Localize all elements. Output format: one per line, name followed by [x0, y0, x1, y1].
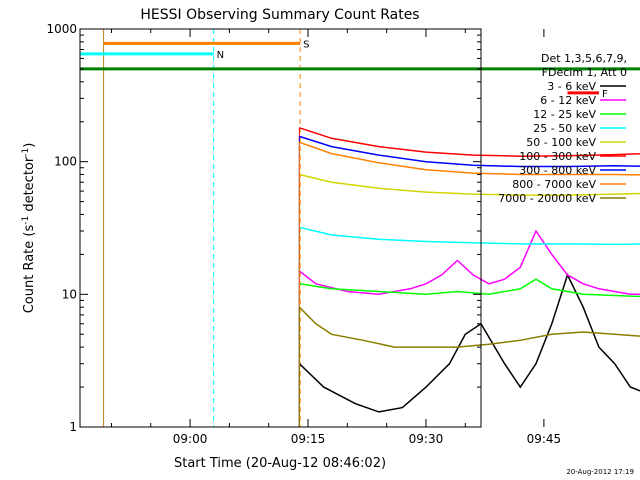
legend-label-100-300-kev: 100 - 300 keV	[519, 150, 596, 163]
x-axis-label: Start Time (20-Aug-12 08:46:02)	[174, 456, 386, 471]
y-axis-label: Count Rate (s-1 detector-1)	[21, 143, 37, 314]
series-line-25-50-kev	[299, 226, 640, 246]
flag-label-f-3: F	[602, 89, 608, 100]
legend-header-line-2: FDecim 1, Att 0	[542, 66, 627, 79]
legend-label-25-50-kev: 25 - 50 keV	[533, 122, 596, 135]
legend-label-50-100-kev: 50 - 100 keV	[526, 136, 596, 149]
legend-label-3-6-kev: 3 - 6 keV	[547, 80, 596, 93]
series-line-3-6-kev	[298, 272, 640, 413]
legend-label-800-7000-kev: 800 - 7000 keV	[512, 178, 596, 191]
legend-header-line-1: Det 1,3,5,6,7,9,	[541, 52, 627, 65]
series-line-7000-20000-kev	[298, 306, 640, 348]
plot-frame	[79, 28, 482, 428]
legend-label-12-25-kev: 12 - 25 keV	[533, 108, 596, 121]
y-tick-label: 100	[54, 155, 77, 169]
x-tick-label: 09:45	[527, 432, 562, 446]
flag-bars: SNNFRD0RD6	[80, 39, 640, 100]
series-line-50-100-kev	[299, 173, 640, 196]
plot-area: SNNFRD0RD6 09:0009:1509:3009:4510:0010:1…	[46, 22, 640, 446]
series-line-300-800-kev	[299, 135, 640, 168]
series-line-100-300-kev	[299, 127, 640, 157]
x-tick-label: 09:30	[409, 432, 444, 446]
chart-title: HESSI Observing Summary Count Rates	[140, 7, 419, 23]
y-tick-label: 1	[69, 420, 77, 434]
x-tick-label: 09:00	[173, 432, 208, 446]
flag-label-s-0: S	[303, 39, 309, 50]
legend-label-7000-20000-kev: 7000 - 20000 keV	[498, 192, 596, 205]
series-line-12-25-kev	[299, 278, 640, 298]
y-axis-ticks: 1 10 100 1000	[46, 22, 481, 434]
x-tick-label: 09:15	[291, 432, 326, 446]
legend-label-6-12-kev: 6 - 12 keV	[540, 94, 596, 107]
y-tick-label: 1000	[46, 22, 77, 36]
series-line-800-7000-kev	[299, 141, 640, 176]
legend-label-300-800-kev: 300 - 800 keV	[519, 164, 596, 177]
flag-label-n-1: N	[217, 50, 224, 61]
legend: Det 1,3,5,6,7,9, FDecim 1, Att 0 3 - 6 k…	[498, 52, 627, 205]
series-line-6-12-kev	[298, 229, 640, 296]
y-tick-label: 10	[62, 287, 77, 301]
series-lines	[298, 127, 640, 427]
footer-timestamp: 20-Aug-2012 17:19	[566, 468, 634, 476]
